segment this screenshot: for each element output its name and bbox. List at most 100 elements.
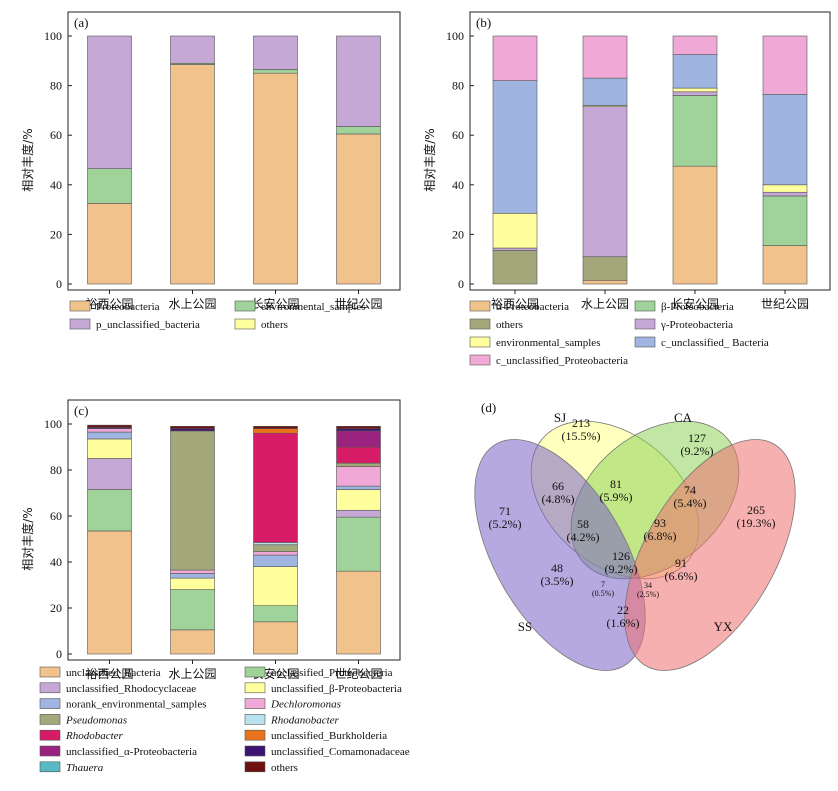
venn-region-count: 48 xyxy=(551,561,563,575)
legend-swatch xyxy=(39,666,61,678)
y-tick-label: 40 xyxy=(50,555,62,569)
bar-segment xyxy=(336,509,381,518)
y-tick-label: 100 xyxy=(44,29,62,43)
bar-segment xyxy=(336,485,381,490)
bar-segment xyxy=(170,428,215,432)
bar-segment xyxy=(672,91,718,96)
legend-label: Thauera xyxy=(66,762,104,774)
venn-region-percent: (1.6%) xyxy=(607,616,640,630)
legend-swatch xyxy=(634,336,656,348)
venn-region-count: 126 xyxy=(612,549,630,563)
bar-segment xyxy=(582,35,628,79)
venn-region-percent: (15.5%) xyxy=(562,429,601,443)
panel-label: (d) xyxy=(481,400,496,415)
legend-swatch xyxy=(469,318,491,330)
bar-segment xyxy=(170,589,215,631)
legend-label: c_unclassified_ Bacteria xyxy=(661,337,769,349)
venn-region-percent: (9.2%) xyxy=(605,562,638,576)
legend-label: environmental_samples xyxy=(496,337,600,349)
legend-swatch xyxy=(634,318,656,330)
bar-segment xyxy=(672,54,718,89)
venn-region-count: 66 xyxy=(552,479,564,493)
bar-segment xyxy=(336,570,381,655)
y-tick-label: 100 xyxy=(44,417,62,431)
bar-segment xyxy=(87,168,132,204)
legend-swatch xyxy=(469,354,491,366)
x-tick-label: 长安公园 xyxy=(251,296,299,311)
venn-region-percent: (9.2%) xyxy=(681,444,714,458)
bar-segment xyxy=(336,425,381,429)
panel-label: (b) xyxy=(476,15,491,30)
legend-swatch xyxy=(244,714,266,725)
venn-region-count: 127 xyxy=(688,431,706,445)
venn-set-label: SS xyxy=(518,619,532,634)
bar-segment xyxy=(336,446,381,464)
venn-region-count: 58 xyxy=(577,517,589,531)
bar-segment xyxy=(170,629,215,655)
bar-segment xyxy=(253,542,298,546)
legend-swatch xyxy=(234,300,256,312)
bar-segment xyxy=(336,126,381,135)
plot-frame xyxy=(67,11,401,291)
venn-region-count: 34 xyxy=(644,581,652,590)
legend-label: environmental_samples xyxy=(261,301,365,313)
bar-segment xyxy=(87,438,132,459)
bar-segment xyxy=(253,605,298,623)
legend-label: p_unclassified_bacteria xyxy=(96,319,200,331)
legend-swatch xyxy=(234,318,256,330)
legend-label: others xyxy=(271,762,298,774)
legend-label: unclassified_Bacteria xyxy=(66,667,161,679)
bar-segment xyxy=(87,203,132,285)
bar-segment xyxy=(253,35,298,70)
y-tick-label: 80 xyxy=(50,79,62,93)
y-tick-label: 60 xyxy=(50,509,62,523)
y-tick-label: 0 xyxy=(458,277,464,291)
bar-segment xyxy=(336,516,381,572)
legend: Proteobacteria environmental_samples p_unc… xyxy=(69,300,365,331)
x-tick-label: 世纪公园 xyxy=(761,297,809,311)
bar-segment xyxy=(87,458,132,490)
x-tick-label: 裕西公园 xyxy=(85,666,133,681)
venn-region-percent: (6.8%) xyxy=(644,529,677,543)
bar-segment xyxy=(87,489,132,532)
venn-region-percent: (5.4%) xyxy=(674,496,707,510)
bar-segment xyxy=(170,425,215,429)
venn-region-count: 93 xyxy=(654,516,666,530)
bar-segment xyxy=(582,279,628,285)
bar-segment xyxy=(87,424,132,428)
y-tick-label: 0 xyxy=(56,647,62,661)
venn-region-percent: (5.9%) xyxy=(600,490,633,504)
y-axis-label: 相对丰度/% xyxy=(20,507,35,570)
legend-label: Pseudomonas xyxy=(65,714,127,726)
venn-region-percent: (5.2%) xyxy=(489,517,522,531)
venn-region-count: 213 xyxy=(572,416,590,430)
bar-segment xyxy=(253,621,298,655)
venn-region-percent: (6.6%) xyxy=(665,569,698,583)
bar-segment xyxy=(253,544,298,552)
legend-label: unclassified_α-Proteobacteria xyxy=(66,746,197,758)
x-tick-label: 裕西公园 xyxy=(85,296,133,311)
venn-region-percent: (0.5%) xyxy=(592,589,614,598)
legend-swatch xyxy=(244,666,266,678)
legend-swatch xyxy=(39,729,61,741)
legend-label: others xyxy=(261,319,288,331)
legend-swatch xyxy=(244,761,266,773)
bar-segment xyxy=(253,432,298,543)
legend-label: α-Proteobacteria xyxy=(496,301,569,313)
bar-segment xyxy=(170,569,215,574)
bar-segment xyxy=(170,573,215,579)
x-tick-label: 世纪公园 xyxy=(334,297,382,311)
legend-swatch xyxy=(39,745,61,757)
legend-swatch xyxy=(244,698,266,709)
bar-segment xyxy=(672,35,718,55)
x-tick-label: 水上公园 xyxy=(168,297,216,311)
venn-set-label: YX xyxy=(714,619,733,634)
bar-segment xyxy=(253,425,298,429)
bar-segment xyxy=(170,430,215,571)
venn-region-count: 7 xyxy=(601,580,605,589)
bar-segment xyxy=(170,577,215,590)
venn-region-count: 81 xyxy=(610,477,622,491)
legend-swatch xyxy=(39,714,61,725)
y-tick-label: 20 xyxy=(50,227,62,241)
